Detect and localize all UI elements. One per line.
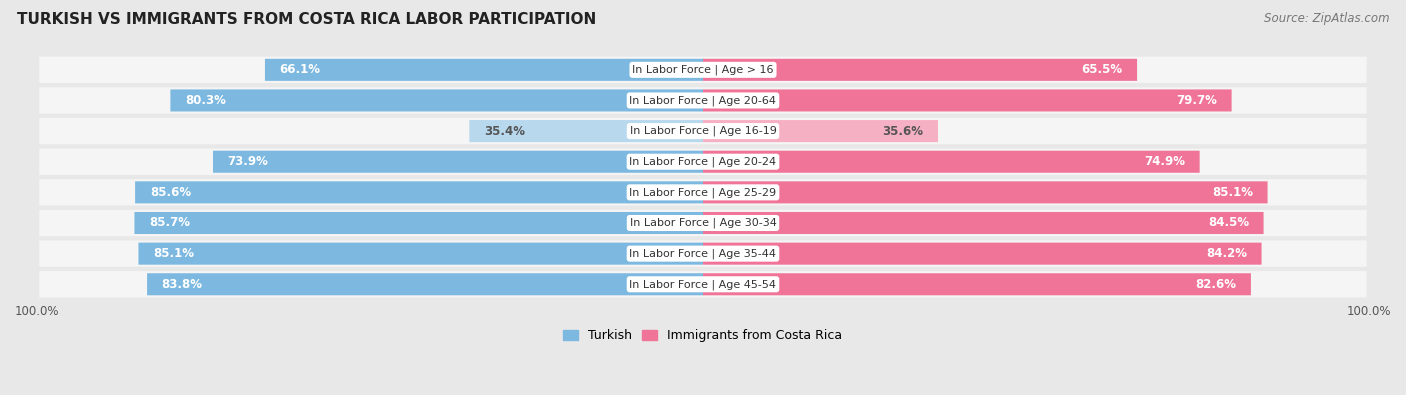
Text: 79.7%: 79.7% — [1175, 94, 1218, 107]
FancyBboxPatch shape — [39, 241, 1367, 267]
Text: Source: ZipAtlas.com: Source: ZipAtlas.com — [1264, 12, 1389, 25]
Text: In Labor Force | Age > 16: In Labor Force | Age > 16 — [633, 64, 773, 75]
FancyBboxPatch shape — [39, 56, 1367, 83]
Text: In Labor Force | Age 20-64: In Labor Force | Age 20-64 — [630, 95, 776, 106]
FancyBboxPatch shape — [703, 120, 938, 142]
Text: 35.6%: 35.6% — [883, 124, 924, 137]
Text: 84.2%: 84.2% — [1206, 247, 1247, 260]
Text: 66.1%: 66.1% — [280, 63, 321, 76]
Text: 74.9%: 74.9% — [1144, 155, 1185, 168]
FancyBboxPatch shape — [138, 243, 703, 265]
Text: 73.9%: 73.9% — [228, 155, 269, 168]
Text: TURKISH VS IMMIGRANTS FROM COSTA RICA LABOR PARTICIPATION: TURKISH VS IMMIGRANTS FROM COSTA RICA LA… — [17, 12, 596, 27]
Text: 83.8%: 83.8% — [162, 278, 202, 291]
FancyBboxPatch shape — [39, 118, 1367, 144]
FancyBboxPatch shape — [39, 179, 1367, 205]
Legend: Turkish, Immigrants from Costa Rica: Turkish, Immigrants from Costa Rica — [558, 324, 848, 347]
FancyBboxPatch shape — [703, 181, 1268, 203]
Text: 35.4%: 35.4% — [484, 124, 524, 137]
FancyBboxPatch shape — [264, 59, 703, 81]
Text: 85.7%: 85.7% — [149, 216, 190, 229]
FancyBboxPatch shape — [703, 151, 1199, 173]
FancyBboxPatch shape — [703, 89, 1232, 111]
Text: 80.3%: 80.3% — [186, 94, 226, 107]
Text: 85.1%: 85.1% — [153, 247, 194, 260]
Text: 65.5%: 65.5% — [1081, 63, 1122, 76]
FancyBboxPatch shape — [39, 87, 1367, 114]
Text: 85.6%: 85.6% — [150, 186, 191, 199]
Text: 84.5%: 84.5% — [1208, 216, 1249, 229]
Text: In Labor Force | Age 30-34: In Labor Force | Age 30-34 — [630, 218, 776, 228]
Text: In Labor Force | Age 25-29: In Labor Force | Age 25-29 — [630, 187, 776, 198]
Text: In Labor Force | Age 45-54: In Labor Force | Age 45-54 — [630, 279, 776, 290]
Text: 82.6%: 82.6% — [1195, 278, 1236, 291]
Text: 85.1%: 85.1% — [1212, 186, 1253, 199]
FancyBboxPatch shape — [135, 181, 703, 203]
FancyBboxPatch shape — [135, 212, 703, 234]
Text: In Labor Force | Age 16-19: In Labor Force | Age 16-19 — [630, 126, 776, 136]
Text: In Labor Force | Age 35-44: In Labor Force | Age 35-44 — [630, 248, 776, 259]
FancyBboxPatch shape — [703, 273, 1251, 295]
Text: In Labor Force | Age 20-24: In Labor Force | Age 20-24 — [630, 156, 776, 167]
FancyBboxPatch shape — [212, 151, 703, 173]
FancyBboxPatch shape — [470, 120, 703, 142]
FancyBboxPatch shape — [170, 89, 703, 111]
FancyBboxPatch shape — [703, 59, 1137, 81]
FancyBboxPatch shape — [703, 243, 1261, 265]
FancyBboxPatch shape — [703, 212, 1264, 234]
FancyBboxPatch shape — [39, 149, 1367, 175]
FancyBboxPatch shape — [39, 271, 1367, 297]
FancyBboxPatch shape — [39, 210, 1367, 236]
FancyBboxPatch shape — [148, 273, 703, 295]
